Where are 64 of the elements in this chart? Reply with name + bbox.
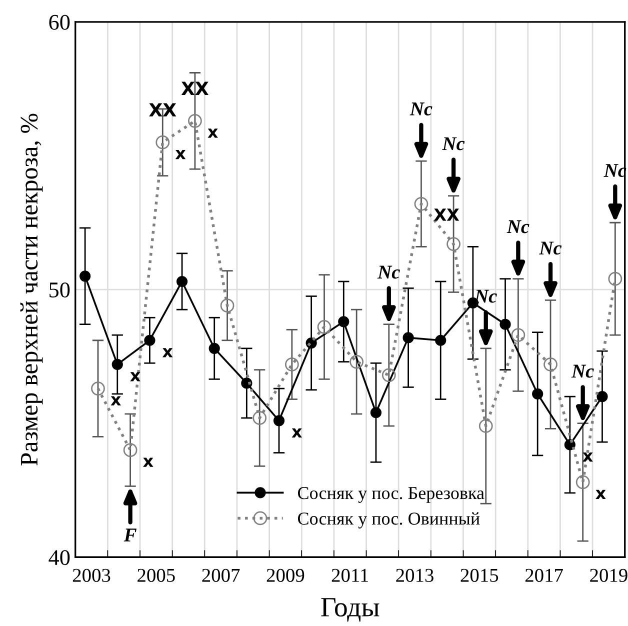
point (414, 196, 428, 211)
annotation: Nc (442, 137, 465, 150)
annotation: x (110, 396, 121, 406)
y-tick-label: 50 (50, 282, 70, 298)
point (241, 378, 252, 389)
annotation: Nc (571, 364, 594, 378)
point (596, 391, 608, 402)
x-tick-label: 2019 (590, 568, 628, 582)
legend-label: Сосняк у пос. Березовка (298, 487, 484, 503)
point (435, 334, 446, 346)
x-tick-label: 2013 (396, 568, 434, 582)
annotation: x (143, 458, 154, 467)
point (382, 368, 396, 382)
annotation: x (162, 348, 173, 358)
point (80, 270, 91, 282)
point (544, 358, 558, 372)
point (511, 328, 526, 342)
annotation: Nc (506, 220, 530, 234)
annotation: x (130, 372, 140, 382)
point (91, 382, 105, 396)
y-tick-label: 40 (48, 550, 70, 566)
x-axis-title: Годы (321, 598, 380, 622)
point (112, 358, 123, 370)
point (402, 332, 414, 344)
legend-label: Сосняк у пос. Овинный (298, 512, 480, 528)
point (317, 320, 332, 334)
point (576, 475, 590, 490)
point (156, 135, 170, 150)
x-tick-label: 2003 (72, 568, 110, 582)
point (208, 342, 220, 354)
x-tick-label: 2015 (460, 568, 498, 582)
y-axis-title: Размер верхней части некроза, % (20, 114, 43, 466)
x-tick-label: 2007 (202, 568, 240, 582)
point (478, 419, 493, 433)
point (500, 318, 511, 330)
x-tick-label: 2005 (138, 568, 175, 582)
point (144, 334, 156, 346)
point (467, 297, 478, 308)
annotation: Nc (410, 102, 432, 116)
point (176, 276, 188, 288)
annotation: Nc (539, 242, 562, 255)
point (446, 237, 460, 251)
annotation: x (208, 128, 218, 138)
point (252, 411, 267, 425)
point (350, 354, 364, 369)
point (220, 298, 234, 313)
point (338, 316, 350, 328)
point (284, 358, 299, 372)
annotation: x (175, 150, 186, 160)
point (370, 407, 382, 418)
annotation: x (292, 428, 302, 438)
point (188, 114, 202, 128)
annotation: XX (149, 103, 176, 116)
annotation: x (596, 490, 606, 500)
x-tick-label: 2009 (266, 568, 304, 582)
point (608, 272, 622, 286)
x-tick-label: 2017 (525, 568, 563, 582)
y-tick-label: 60 (49, 14, 70, 30)
point (273, 415, 285, 426)
annotation: Nc (377, 266, 400, 279)
annotation: F (124, 528, 136, 542)
x-tick-label: 2011 (332, 568, 368, 582)
point (123, 443, 138, 458)
point (532, 388, 544, 400)
